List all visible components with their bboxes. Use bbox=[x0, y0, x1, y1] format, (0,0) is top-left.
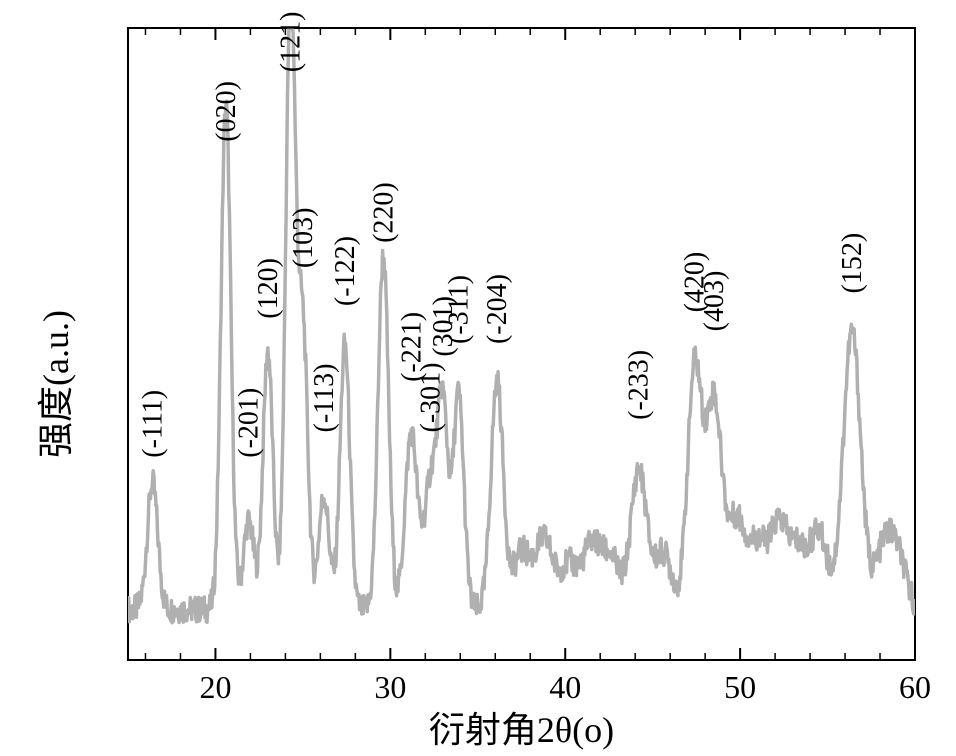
xrd-spectrum-line bbox=[128, 28, 915, 623]
xrd-chart: 20 30 40 50 60 衍射角2θ(o) 强度(a.u.) (-111) (020) (-2… bbox=[0, 0, 956, 756]
x-tick-label: 60 bbox=[899, 669, 931, 705]
peak-label: (-233) bbox=[624, 350, 655, 420]
peak-label: (120) bbox=[253, 258, 284, 319]
peak-label: (-311) bbox=[444, 275, 475, 344]
chart-svg: 20 30 40 50 60 衍射角2θ(o) 强度(a.u.) (-111) (020) (-2… bbox=[0, 0, 956, 756]
peak-label: (-301) bbox=[416, 362, 447, 432]
peak-label: (-111) bbox=[137, 390, 168, 458]
x-tick-label: 40 bbox=[549, 669, 581, 705]
x-tick-label: 50 bbox=[724, 669, 756, 705]
peak-label: (-122) bbox=[330, 236, 361, 306]
peak-label: (152) bbox=[837, 233, 868, 294]
peak-label: (-201) bbox=[234, 388, 265, 458]
peak-label: (121) bbox=[276, 12, 307, 73]
x-axis-label: 衍射角2θ(o) bbox=[429, 710, 614, 750]
peak-label: (-113) bbox=[309, 364, 340, 433]
peak-label: (403) bbox=[699, 271, 730, 332]
peak-label: (020) bbox=[211, 81, 242, 142]
x-tick-label: 20 bbox=[199, 669, 231, 705]
x-tick-label: 30 bbox=[374, 669, 406, 705]
y-axis-label: 强度(a.u.) bbox=[36, 310, 76, 458]
peak-label: (103) bbox=[288, 208, 319, 269]
peak-label: (-204) bbox=[482, 274, 513, 344]
peak-label: (220) bbox=[368, 182, 399, 243]
